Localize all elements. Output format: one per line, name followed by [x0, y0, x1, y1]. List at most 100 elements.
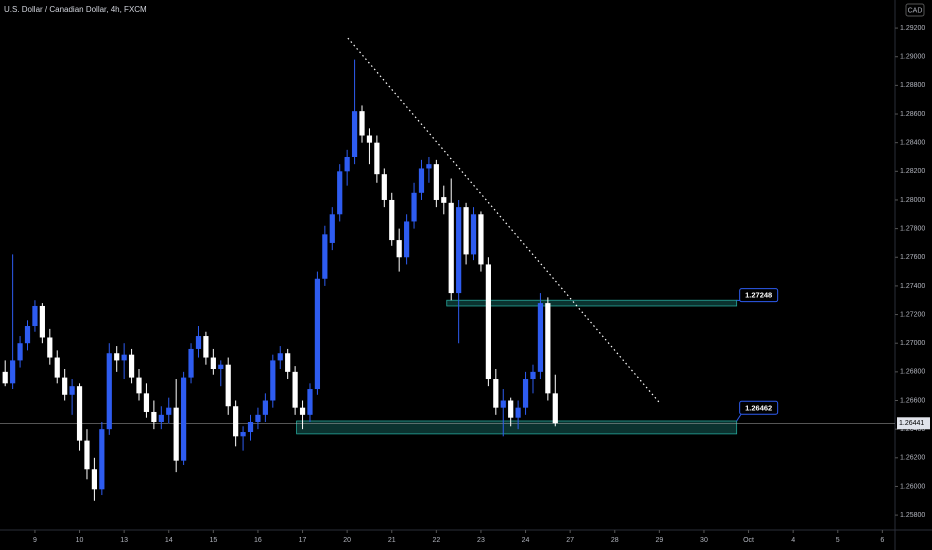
y-tick-label: 1.28800: [900, 82, 925, 89]
candle-body: [344, 156, 350, 172]
x-tick-label: 24: [522, 537, 530, 544]
candle-body: [240, 432, 246, 437]
x-tick-label: 21: [388, 537, 396, 544]
candle-body: [2, 371, 8, 384]
candle-body: [54, 357, 60, 378]
currency-button[interactable]: [905, 3, 925, 17]
candle-body: [500, 400, 506, 408]
x-tick-label: 23: [477, 537, 485, 544]
zone: [446, 299, 738, 307]
candle-body: [166, 407, 172, 415]
candle-body: [537, 303, 544, 372]
x-tick-label: 29: [655, 537, 663, 544]
candle-body: [530, 371, 536, 380]
x-tick-label: 30: [700, 537, 708, 544]
candle-body: [389, 199, 395, 241]
x-tick-label: 9: [33, 537, 37, 544]
candle-body: [143, 393, 150, 412]
candle-body: [292, 371, 298, 408]
y-tick-label: 1.28200: [900, 168, 925, 175]
candle-body: [91, 469, 98, 490]
candle-body: [485, 264, 491, 380]
candle-body: [426, 164, 432, 169]
y-tick-label: 1.26000: [900, 483, 925, 490]
x-tick-label: 28: [611, 537, 619, 544]
candle-body: [128, 354, 135, 378]
candle-body: [225, 364, 231, 407]
y-tick-label: 1.27200: [900, 311, 925, 318]
x-tick-label: 15: [209, 537, 217, 544]
y-tick-label: 1.28000: [900, 197, 925, 204]
candle-body: [136, 377, 142, 394]
x-tick-label: 4: [791, 537, 795, 544]
x-tick-label: 27: [566, 537, 574, 544]
candle-body: [76, 386, 83, 441]
candle-body: [106, 353, 112, 430]
candle-body: [203, 336, 209, 358]
candle-body: [247, 421, 254, 433]
candle-body: [262, 400, 268, 415]
x-tick-label: Oct: [743, 537, 754, 544]
candle-body: [351, 111, 358, 157]
x-tick-label: 5: [836, 537, 840, 544]
candle-body: [374, 142, 380, 175]
candle-body: [463, 207, 469, 255]
candle-body: [307, 389, 313, 415]
x-tick-label: 17: [299, 537, 307, 544]
y-tick-label: 1.28600: [900, 111, 925, 118]
y-tick-label: 1.27800: [900, 225, 925, 232]
candle-body: [314, 278, 321, 390]
candle-body: [69, 386, 75, 395]
candle-body: [381, 174, 387, 200]
chart-title: U.S. Dollar / Canadian Dollar, 4h, FXCM: [4, 5, 147, 14]
candle-body: [411, 192, 417, 222]
candle-body: [322, 234, 328, 279]
candle-body: [233, 406, 239, 437]
y-tick-label: 1.26800: [900, 369, 925, 376]
currency-label[interactable]: CAD: [908, 7, 923, 14]
candle-body: [404, 221, 410, 258]
candle-body: [337, 171, 343, 215]
candle-body: [39, 305, 45, 338]
candle-body: [62, 377, 68, 395]
candle-body: [359, 111, 365, 136]
x-tick-label: 10: [76, 537, 84, 544]
candle-body: [84, 440, 90, 470]
y-tick-label: 1.26600: [900, 397, 925, 404]
candle-body: [158, 414, 164, 422]
candle-body: [17, 343, 23, 361]
candle-body: [47, 337, 53, 358]
candle-body: [210, 357, 216, 369]
x-tick-label: 16: [254, 537, 262, 544]
y-tick-label: 1.25800: [900, 512, 925, 519]
candle-body: [456, 207, 462, 294]
candle-body: [188, 348, 194, 378]
candle-body: [195, 336, 202, 349]
last-price-box: [897, 417, 930, 430]
y-tick-label: 1.28400: [900, 140, 925, 147]
zone: [296, 420, 738, 435]
candle-body: [329, 214, 335, 243]
y-tick-label: 1.27400: [900, 283, 925, 290]
y-tick-label: 1.29000: [900, 54, 925, 61]
candle-body: [255, 414, 261, 422]
x-tick-label: 20: [343, 537, 351, 544]
zone-label-box: [739, 400, 779, 415]
x-tick-label: 13: [120, 537, 128, 544]
candle-body: [448, 202, 454, 294]
candle-body: [151, 411, 157, 422]
candle-body: [508, 400, 514, 418]
y-tick-label: 1.29200: [900, 25, 925, 32]
candle-body: [218, 364, 224, 369]
zone-label: 1.27248: [745, 291, 772, 300]
candle-body: [418, 168, 425, 193]
candle-body: [285, 353, 291, 372]
candle-body: [24, 326, 31, 344]
candle-body: [396, 240, 402, 258]
zone-label: 1.26462: [745, 403, 772, 412]
candle-body: [433, 164, 439, 200]
candle-body: [277, 353, 283, 361]
candle-body: [545, 303, 551, 394]
